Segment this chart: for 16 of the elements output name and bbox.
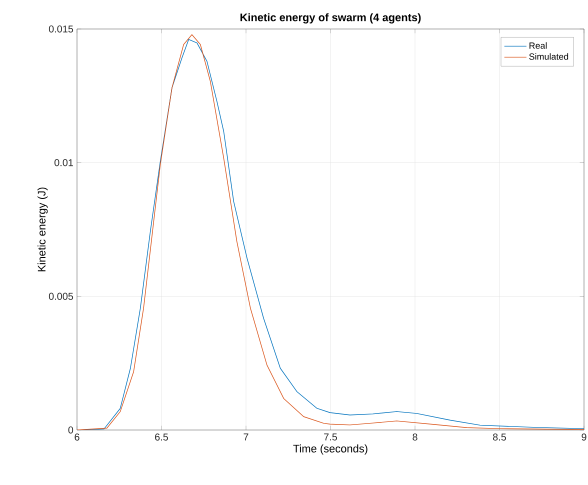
y-tick-label: 0 (68, 426, 74, 434)
x-tick-label: 7 (244, 434, 248, 440)
chart-title: Kinetic energy of swarm (4 agents) (240, 13, 421, 24)
x-tick-label: 9 (582, 434, 586, 441)
y-tick-label: 0.01 (54, 159, 73, 166)
legend-label: Real (530, 42, 547, 49)
y-axis-title: Kinetic energy (J) (37, 188, 48, 272)
x-tick-label: 8.5 (493, 434, 506, 441)
y-tick-label: 0.015 (48, 25, 74, 33)
x-tick-label: 7.5 (324, 434, 338, 440)
x-axis-title: Time (seconds) (293, 444, 368, 455)
x-tick-label: 6 (74, 434, 80, 441)
y-tick-label: 0.005 (48, 292, 74, 300)
legend-label: Simulated (529, 53, 568, 60)
x-tick-label: 8 (412, 434, 418, 441)
x-tick-label: 6.5 (155, 434, 168, 441)
